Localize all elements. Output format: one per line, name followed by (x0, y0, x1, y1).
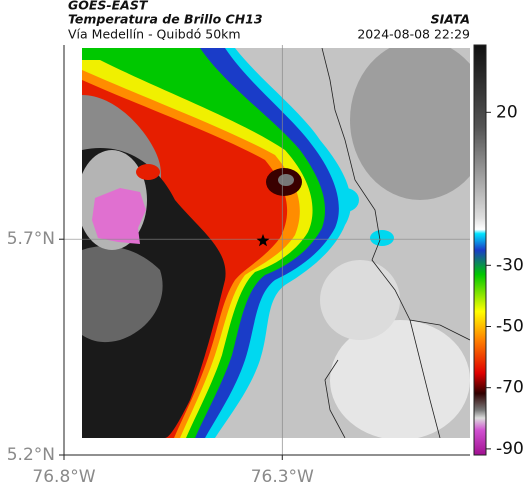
colorbar (473, 44, 487, 456)
colorbar-tick-label: -50 (496, 316, 524, 336)
colorbar-tick-label: -90 (496, 439, 524, 459)
route: Vía Medellín - Quibdó 50km (68, 27, 241, 42)
location-marker (256, 234, 270, 247)
x-tick-label: 76.8°W (32, 467, 95, 487)
colorbar-tick-label: -30 (496, 255, 524, 275)
satellite-image (82, 48, 470, 438)
title: GOES-EAST (68, 0, 149, 13)
x-tick-label: 76.3°W (251, 467, 314, 487)
y-tick-label: 5.7°N (7, 229, 55, 249)
y-tick-label: 5.2°N (7, 445, 55, 465)
colorbar-tick-label: 20 (496, 102, 518, 122)
colorbar-tick-label: -70 (496, 378, 524, 398)
source: SIATA (431, 12, 470, 27)
datetime: 2024-08-08 22:29 (357, 27, 470, 42)
subtitle: Temperatura de Brillo CH13 (68, 12, 263, 27)
